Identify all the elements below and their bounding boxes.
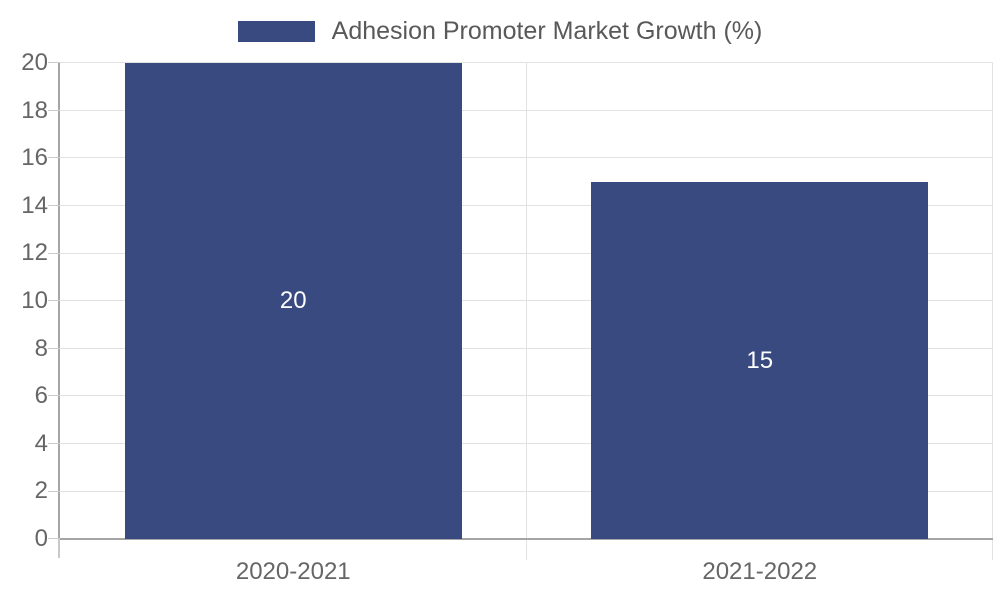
y-axis-tick-label: 12 <box>21 239 48 267</box>
y-axis-tick-label: 20 <box>21 49 48 76</box>
y-axis-tick-label: 4 <box>34 429 48 457</box>
y-axis-tick-label: 14 <box>21 191 48 219</box>
y-axis-tick <box>48 347 60 349</box>
y-axis-tick-label: 18 <box>21 96 48 124</box>
gridline-vertical <box>525 63 527 560</box>
y-axis-tick <box>48 538 60 540</box>
bar-2020-2021: 20 <box>124 63 462 539</box>
legend-swatch[interactable] <box>237 20 315 42</box>
chart-legend[interactable]: Adhesion Promoter Market Growth (%) <box>0 17 1000 45</box>
gridline-vertical <box>992 63 994 560</box>
y-axis-tick <box>48 205 60 207</box>
gridline-horizontal <box>60 62 993 64</box>
y-axis-tick <box>48 300 60 302</box>
y-axis-tick-label: 2 <box>34 477 48 505</box>
bar-2021-2022: 15 <box>591 182 929 539</box>
y-axis-tick-label: 0 <box>34 525 48 552</box>
y-axis-tick-label: 10 <box>21 287 48 314</box>
x-axis-tick-label: 2021-2022 <box>702 558 818 585</box>
y-axis-tick <box>48 395 60 397</box>
y-axis-tick-label: 16 <box>21 144 48 172</box>
bar-value-label: 20 <box>279 287 307 314</box>
x-axis-tick-label: 2020-2021 <box>235 558 351 585</box>
y-axis-tick <box>48 490 60 492</box>
y-axis-tick-label: 8 <box>34 334 48 362</box>
y-axis-tick <box>48 109 60 111</box>
x-axis-tick <box>58 539 60 558</box>
y-axis-tick-label: 6 <box>34 382 48 410</box>
y-axis-tick <box>48 62 60 64</box>
legend-label[interactable]: Adhesion Promoter Market Growth (%) <box>331 16 763 45</box>
y-axis-tick <box>48 157 60 159</box>
bar-value-label: 15 <box>746 346 774 374</box>
y-axis-tick <box>48 252 60 254</box>
x-axis-line <box>60 538 993 540</box>
y-axis-tick <box>48 443 60 445</box>
